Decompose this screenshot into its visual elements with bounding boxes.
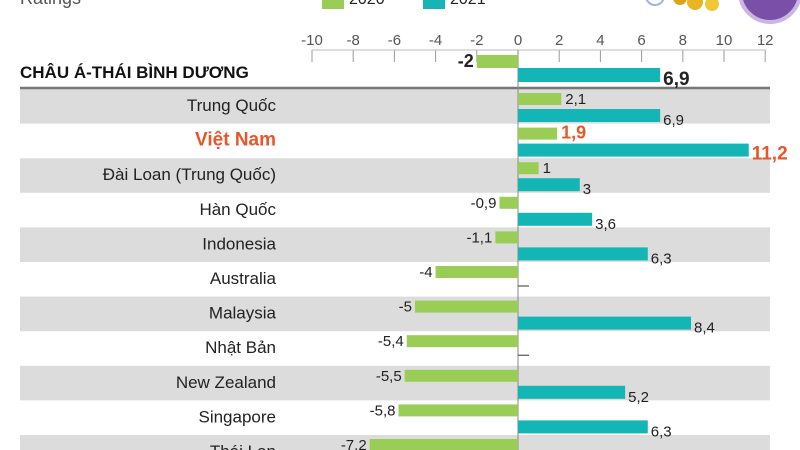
x-tick-label: 2	[555, 32, 563, 49]
x-tick-label: 4	[596, 32, 604, 49]
bar-2021	[518, 68, 661, 82]
value-label-2020: -5,5	[376, 368, 402, 385]
bar-2020	[406, 335, 518, 348]
bar-2021	[518, 385, 626, 399]
category-label: Trung Quốc	[187, 96, 277, 115]
row-band	[20, 365, 770, 401]
value-label-2020: -5	[399, 299, 412, 316]
bar-2021	[518, 247, 648, 261]
coin-icon	[673, 0, 687, 5]
row-band	[20, 158, 770, 193]
bar-2020	[518, 127, 558, 140]
value-label-2020: -4	[419, 264, 432, 281]
value-label-2020: -2	[458, 51, 474, 71]
value-label-2021: 8,4	[694, 320, 715, 337]
x-tick-label: 10	[716, 32, 733, 49]
x-tick-label: 8	[679, 32, 687, 49]
value-label-2020: 2,1	[565, 91, 586, 108]
bar-2020	[499, 196, 518, 209]
x-tick-label: 6	[637, 32, 645, 49]
value-label-2021: 6,9	[663, 112, 684, 129]
value-label-2021: 6,9	[663, 69, 689, 90]
value-label-2020: -1,1	[466, 229, 492, 246]
category-label: Indonesia	[202, 234, 276, 253]
x-tick-label: -10	[301, 32, 323, 49]
legend-swatch-2020	[322, 0, 344, 9]
category-label: Malaysia	[209, 304, 277, 323]
bar-2021	[518, 316, 692, 330]
coin-icon	[645, 0, 665, 6]
value-label-2021: 3	[583, 181, 591, 198]
bar-2020	[404, 369, 518, 382]
legend-item-2020: 2020	[322, 0, 385, 9]
coin-icon	[687, 0, 703, 10]
value-label-2021: 3,6	[595, 216, 616, 233]
bar-2021	[518, 178, 580, 192]
value-label-2021: 11,2	[752, 144, 788, 165]
coin-decoration-icon	[739, 0, 800, 24]
category-label: Việt Nam	[195, 130, 276, 151]
x-tick-label: -6	[388, 32, 401, 49]
bar-2020	[518, 162, 539, 175]
bar-2020	[495, 231, 518, 244]
x-tick-label: -2	[470, 32, 483, 49]
x-tick-label: -8	[347, 32, 360, 49]
legend-label-2020: 2020	[349, 0, 385, 9]
value-label-2021: 5,2	[628, 389, 649, 406]
bar-2020	[518, 93, 562, 105]
value-label-2020: -5,4	[378, 333, 404, 350]
bar-2021	[518, 420, 648, 434]
bar-2020	[435, 266, 518, 278]
bar-2020	[398, 404, 518, 417]
value-label-2020: -7,2	[341, 437, 367, 450]
coin-icon	[705, 0, 719, 11]
category-label: Thái Lan	[210, 442, 276, 450]
value-label-2021: 6,3	[651, 423, 672, 440]
bar-2021	[518, 143, 749, 157]
category-label: Singapore	[198, 407, 276, 426]
legend-item-2021: 2021	[423, 0, 486, 9]
category-label: Đài Loan (Trung Quốc)	[103, 165, 276, 184]
value-label-2020: -0,9	[471, 195, 497, 212]
bar-2020	[476, 55, 518, 68]
x-tick-label: 0	[514, 32, 522, 49]
category-label: Nhật Bản	[205, 338, 276, 357]
category-label: CHÂU Á-THÁI BÌNH DƯƠNG	[20, 63, 249, 82]
x-tick-label: -4	[429, 32, 442, 49]
category-label: Australia	[210, 269, 277, 288]
bar-2020	[415, 300, 518, 313]
category-label: New Zealand	[176, 373, 276, 392]
x-tick-label: 12	[757, 32, 774, 49]
category-label: Hàn Quốc	[199, 200, 276, 219]
value-label-2020: -5,8	[370, 402, 396, 419]
legend-swatch-2021	[423, 0, 445, 9]
legend-label-2021: 2021	[450, 0, 486, 9]
bar-2020	[369, 439, 518, 450]
value-label-2021: 6,3	[651, 250, 672, 267]
bar-2021	[518, 109, 661, 122]
value-label-2020: 1	[543, 160, 551, 177]
value-label-2020: 1,9	[561, 123, 586, 143]
bar-2021	[518, 212, 593, 226]
source-label: Ratings	[20, 0, 81, 9]
